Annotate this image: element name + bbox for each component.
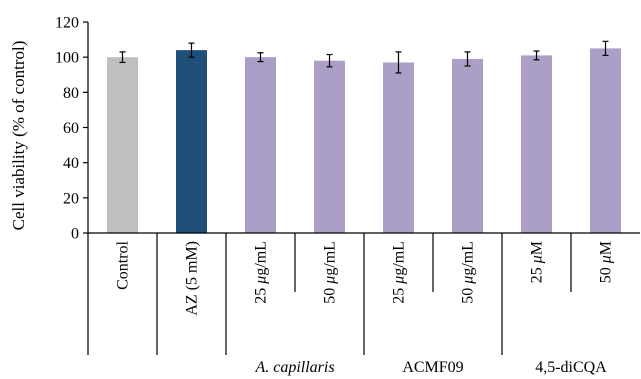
x-tick-label: 25 μg/mL <box>391 241 408 304</box>
bar <box>590 48 621 233</box>
bar <box>245 57 276 233</box>
error-bars <box>119 40 609 74</box>
x-tick-label: 50 μM <box>598 241 615 283</box>
group-label: 4,5-diCQA <box>535 359 607 376</box>
category-labels: Control AZ (5 mM) 25 μg/mL 50 μg/mL 25 μg/mL… <box>115 240 615 315</box>
bars <box>107 48 621 234</box>
x-tick-label: Control <box>115 240 132 289</box>
x-tick-label: 50 μg/mL <box>460 241 477 304</box>
x-tick-label: 50 μg/mL <box>322 241 339 304</box>
bar <box>383 62 414 233</box>
group-labels: A. capillaris ACMF09 4,5-diCQA <box>254 359 607 376</box>
y-axis-label: Cell viability (% of control) <box>9 41 28 231</box>
bar <box>176 50 207 234</box>
y-tick-label: 20 <box>63 190 79 207</box>
bar <box>521 55 552 234</box>
y-tick-label: 100 <box>55 50 79 67</box>
x-tick-label: AZ (5 mM) <box>184 241 201 316</box>
y-tick-label: 40 <box>63 155 79 172</box>
bar <box>314 60 345 233</box>
x-axis <box>87 232 640 355</box>
x-tick-label: 25 μM <box>529 241 546 283</box>
y-tick-label: 120 <box>55 15 79 32</box>
x-tick-label: 25 μg/mL <box>253 241 270 304</box>
y-tick-label: 80 <box>63 85 79 102</box>
bar <box>452 58 483 233</box>
y-tick-label: 60 <box>63 120 79 137</box>
bar <box>107 57 138 233</box>
group-label: ACMF09 <box>402 359 463 376</box>
group-label: A. capillaris <box>254 359 334 376</box>
y-tick-label: 0 <box>71 226 79 243</box>
y-axis: 0 20 40 60 80 100 120 <box>55 15 89 243</box>
